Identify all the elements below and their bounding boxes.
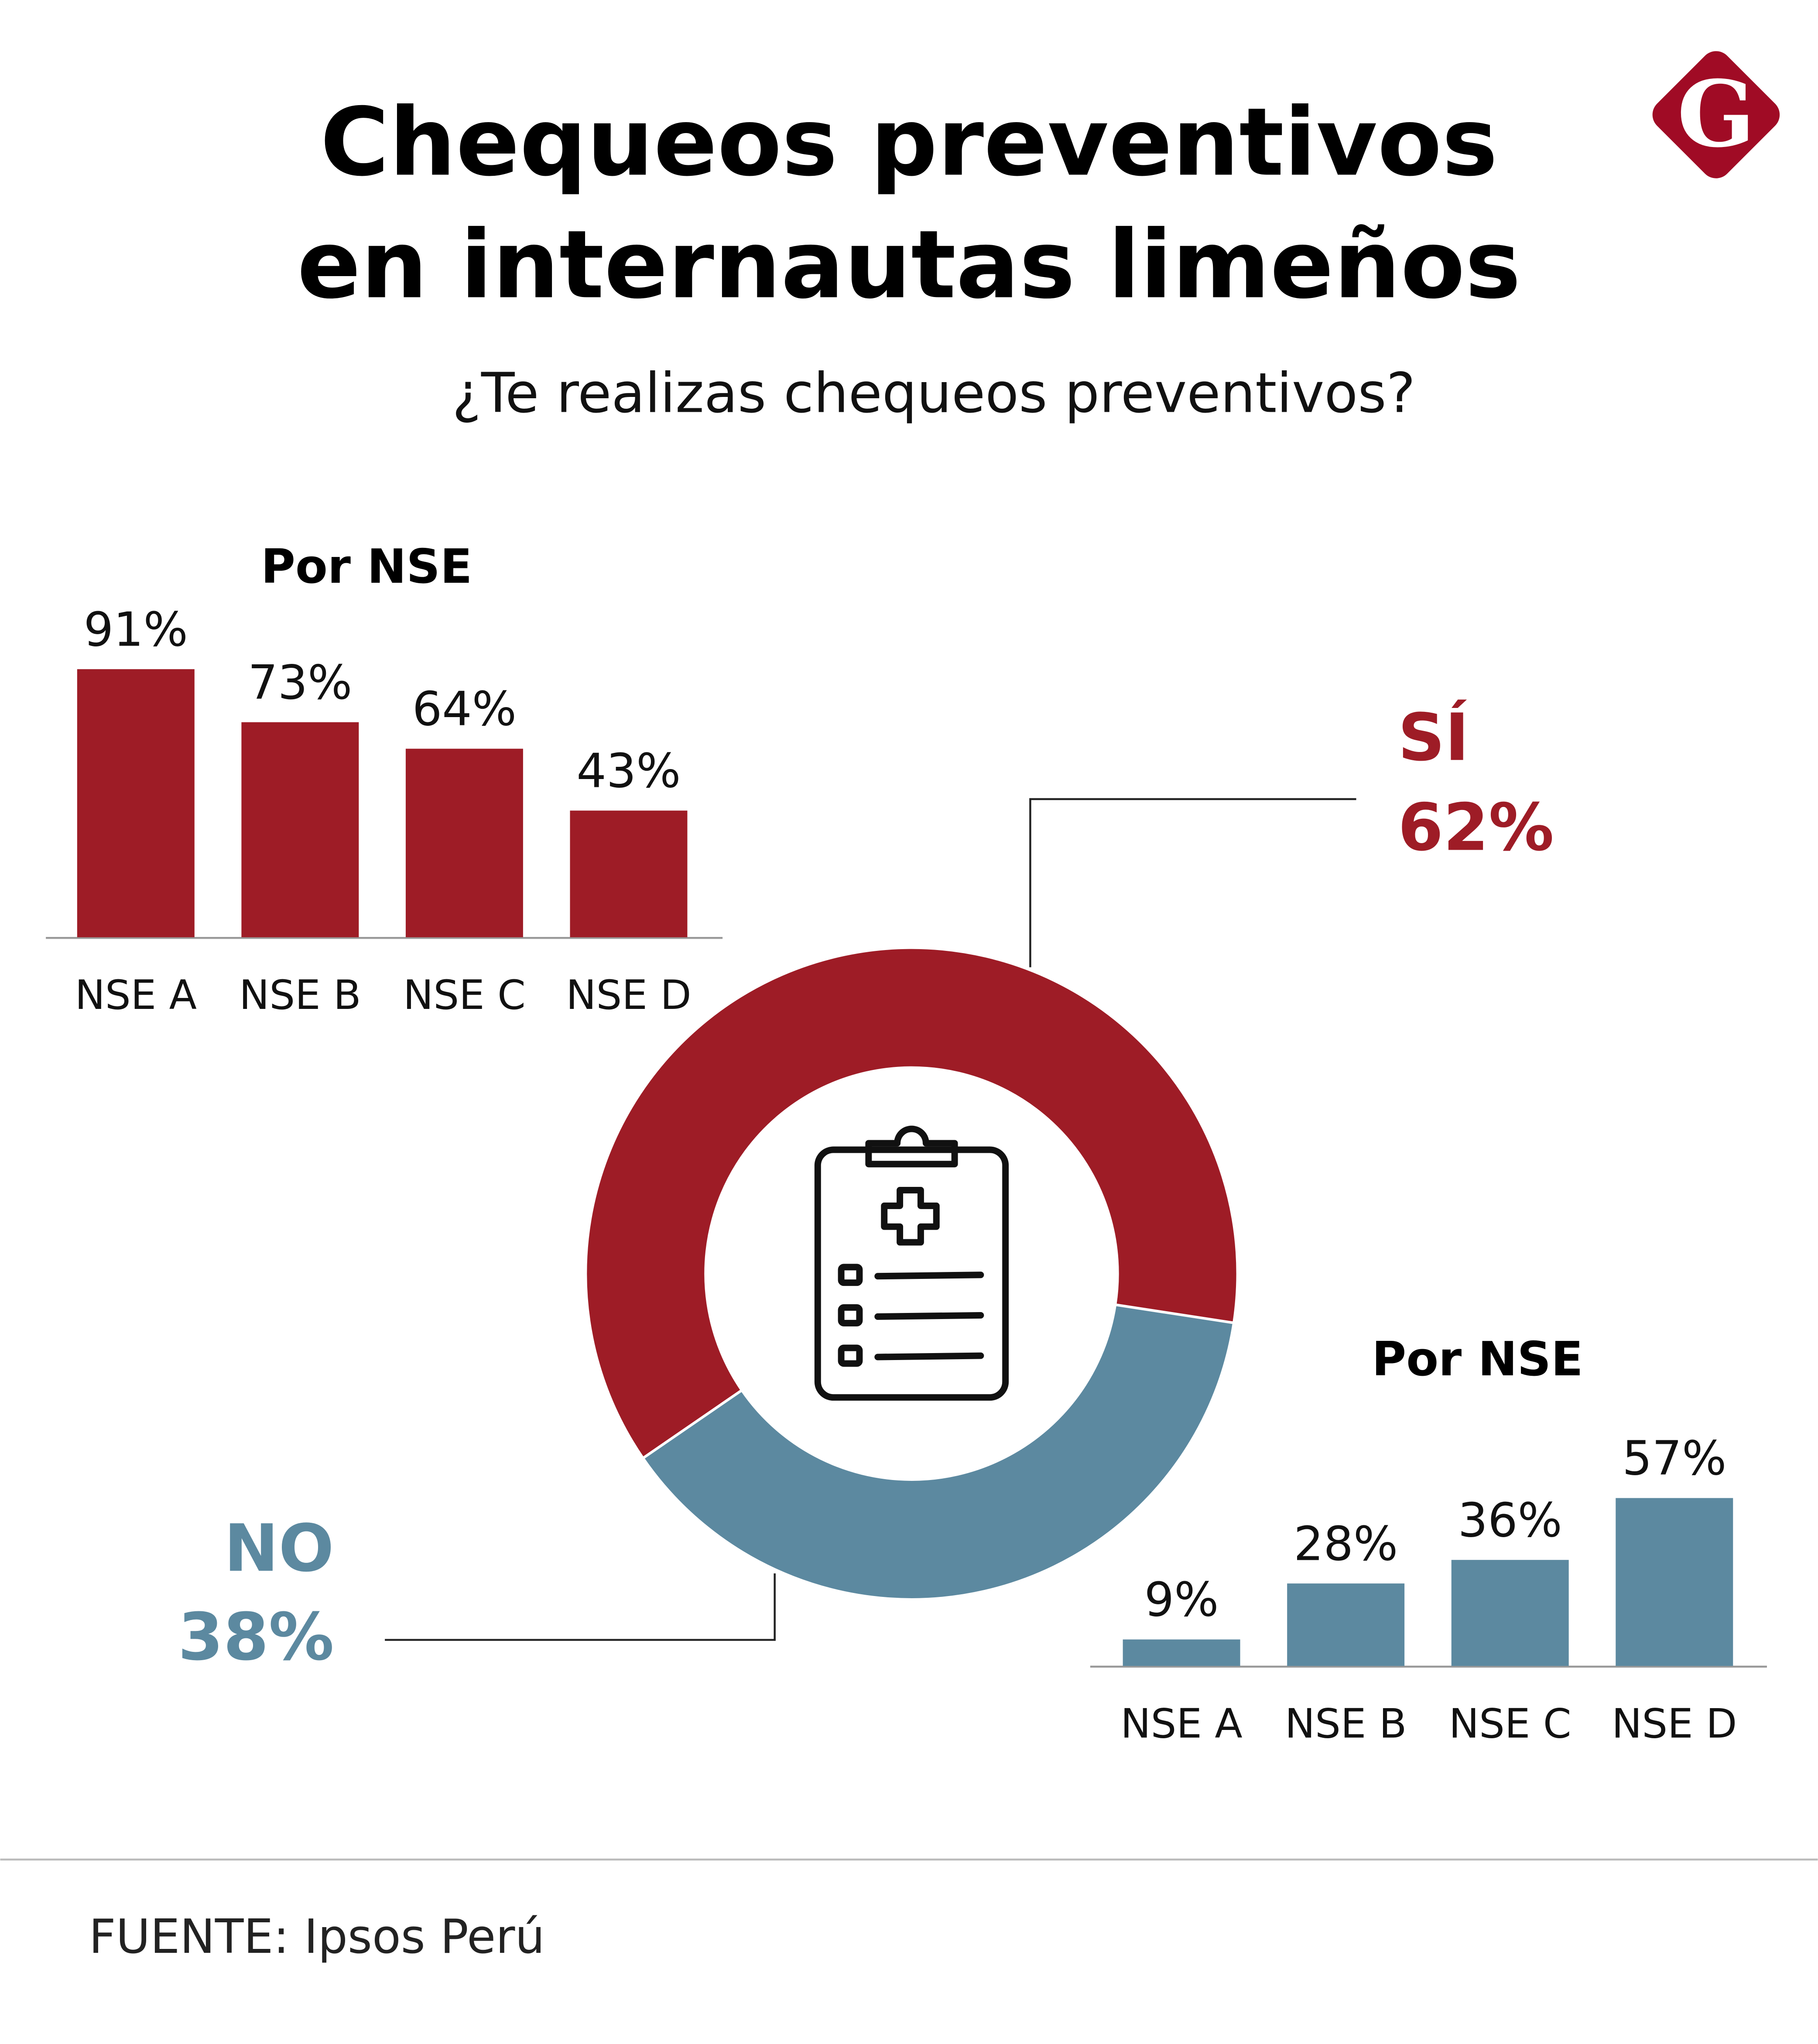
bar-value-label: 57% [1622, 1432, 1726, 1486]
bar-chart-si-title: Por NSE [261, 540, 472, 594]
bar-value-label: 36% [1458, 1493, 1562, 1548]
category-label: NSE D [566, 971, 691, 1019]
bar-nse-a [77, 669, 195, 937]
logo: G [1652, 51, 1780, 178]
bar-nse-d [1616, 1498, 1733, 1666]
bar-chart-si: Por NSE 91% NSE A 73% NSE B 64% NSE C 43% NSE D [46, 540, 723, 1019]
bar-nse-b [241, 722, 359, 937]
bar-nse-c [405, 749, 523, 937]
bar-nse-d [570, 810, 688, 937]
no-label: NO [224, 1511, 334, 1586]
bar-chart-no-title: Por NSE [1372, 1332, 1583, 1387]
category-label: NSE B [239, 971, 361, 1019]
logo-diamond [1652, 51, 1780, 178]
leader-line-no [385, 1573, 776, 1641]
leader-line-si [1029, 798, 1356, 967]
category-label: NSE D [1612, 1700, 1737, 1747]
bar-value-label: 28% [1294, 1517, 1398, 1571]
bar-value-label: 91% [84, 602, 188, 657]
bar-value-label: 73% [248, 656, 352, 710]
bar-value-label: 64% [412, 682, 517, 737]
medical-clipboard-icon [814, 1125, 1009, 1401]
bar-nse-c [1451, 1560, 1569, 1666]
category-label: NSE C [403, 971, 526, 1019]
category-label: NSE B [1285, 1700, 1407, 1747]
si-label: SÍ [1398, 699, 1469, 776]
donut-segment-no [641, 1303, 1236, 1601]
bar-value-label: 9% [1144, 1573, 1219, 1627]
category-label: NSE C [1449, 1700, 1571, 1747]
bar-nse-b [1287, 1583, 1405, 1666]
logo-letter: G [1677, 61, 1755, 168]
source-note: FUENTE: Ipsos Perú [89, 1910, 545, 1964]
donut-segment-si [584, 946, 1239, 1460]
si-value: 62% [1398, 790, 1554, 866]
no-value: 38% [178, 1599, 334, 1675]
bar-nse-a [1123, 1639, 1240, 1666]
category-label: NSE A [75, 971, 197, 1019]
subtitle: ¿Te realizas chequeos preventivos? [452, 361, 1415, 425]
title-line-2: en internautas limeños [297, 210, 1521, 319]
bar-value-label: 43% [576, 744, 681, 799]
title-line-1: Chequeos preventivos [320, 87, 1498, 197]
bar-chart-no: Por NSE 9% NSE A 28% NSE B 36% NSE C 57% NSE D [1090, 1332, 1767, 1747]
category-label: NSE A [1120, 1700, 1242, 1747]
donut-chart [584, 946, 1239, 1601]
